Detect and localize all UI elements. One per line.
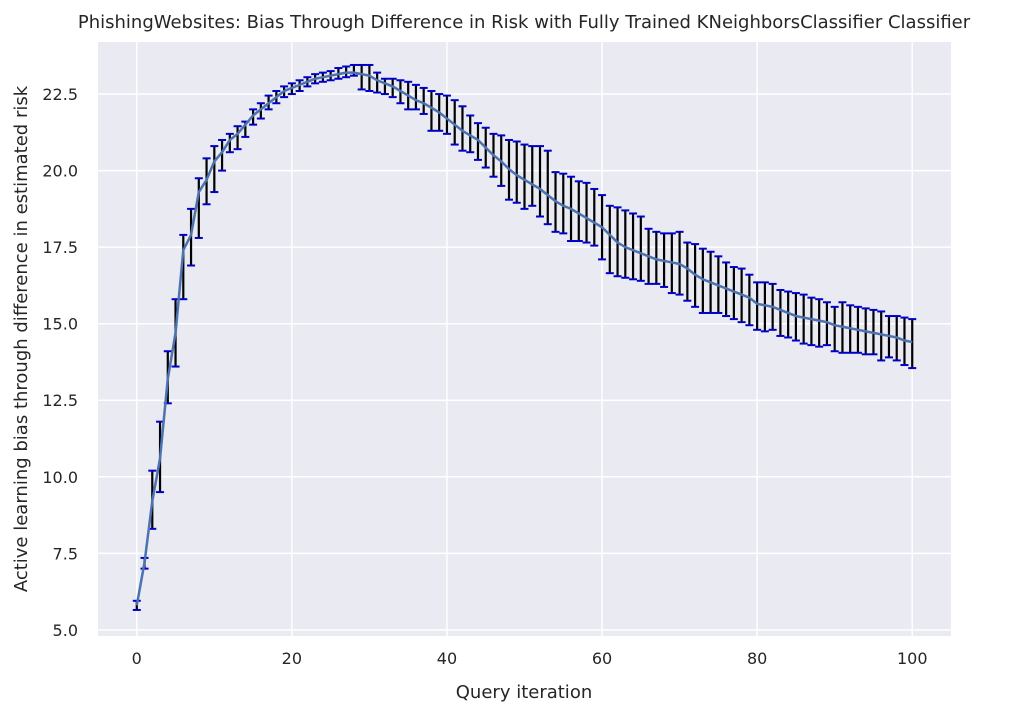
error-bar: [512, 140, 521, 204]
error-bar: [357, 63, 366, 91]
error-bar: [807, 296, 816, 347]
error-bar: [745, 273, 754, 327]
error-bar: [528, 145, 537, 207]
y-tick-label: 22.5: [42, 85, 78, 104]
error-bar: [908, 318, 917, 370]
error-bar: [466, 114, 475, 154]
error-bar: [225, 132, 234, 154]
y-tick-label: 12.5: [42, 391, 78, 410]
y-tick-label: 17.5: [42, 238, 78, 257]
error-bar: [419, 86, 428, 115]
error-bar: [380, 77, 389, 96]
y-tick-labels: 5.0 7.5 10.0 12.5 15.0 17.5 20.0 22.5: [42, 85, 78, 640]
y-tick-label: 5.0: [53, 621, 78, 640]
error-bar: [799, 293, 808, 345]
error-bar: [621, 209, 630, 279]
error-bar: [373, 71, 382, 94]
error-bar: [450, 99, 459, 146]
error-bar: [365, 63, 374, 92]
error-bar: [652, 230, 661, 285]
x-tick-labels: 0 20 40 60 80 100: [132, 649, 928, 668]
error-bar: [830, 305, 839, 353]
series-line: [135, 71, 913, 606]
error-bar: [536, 145, 545, 218]
error-bar: [210, 145, 219, 194]
error-bar: [698, 247, 707, 314]
x-tick-label: 60: [592, 649, 612, 668]
error-bar: [543, 149, 552, 226]
y-tick-label: 15.0: [42, 315, 78, 334]
plot-background: [98, 42, 951, 636]
y-tick-label: 7.5: [53, 544, 78, 563]
y-axis-label: Active learning bias through difference …: [11, 85, 32, 592]
error-bar: [233, 125, 242, 151]
error-bar: [427, 89, 436, 132]
x-tick-label: 20: [282, 649, 302, 668]
error-bar: [349, 63, 358, 77]
error-bar: [629, 212, 638, 281]
x-tick-label: 40: [437, 649, 457, 668]
error-bar: [753, 281, 762, 331]
error-bar: [776, 289, 785, 337]
error-bar: [784, 290, 793, 339]
error-bar: [218, 138, 227, 172]
x-tick-label: 100: [897, 649, 928, 668]
x-tick-label: 80: [747, 649, 767, 668]
error-bar: [559, 172, 568, 235]
error-bar: [683, 241, 692, 302]
error-bar: [636, 215, 645, 282]
error-bar: [877, 310, 886, 362]
y-tick-label: 10.0: [42, 468, 78, 487]
error-bar: [605, 204, 614, 275]
error-bar: [729, 266, 738, 321]
error-bar: [574, 180, 583, 243]
error-bar: [179, 233, 188, 301]
error-bar: [520, 143, 529, 210]
x-tick-label: 0: [132, 649, 142, 668]
x-axis-label: Query iteration: [456, 682, 592, 703]
error-bar: [411, 83, 420, 111]
error-bar: [582, 181, 591, 244]
error-bar: [194, 177, 203, 239]
error-bar: [442, 94, 451, 135]
error-bar: [458, 105, 467, 152]
error-bar: [590, 187, 599, 247]
error-bar: [815, 298, 824, 348]
y-tick-label: 20.0: [42, 162, 78, 181]
error-bar: [388, 77, 397, 99]
chart-title: PhishingWebsites: Bias Through Differenc…: [78, 12, 971, 33]
error-bar: [822, 301, 831, 347]
error-bar: [760, 281, 769, 333]
